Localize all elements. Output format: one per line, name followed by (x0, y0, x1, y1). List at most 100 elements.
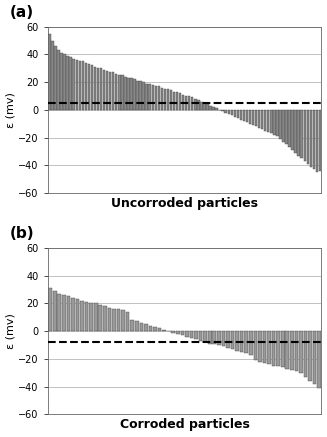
Bar (215, 108, 218, 110)
Bar (153, 327, 157, 331)
Bar (181, 331, 184, 335)
Bar (170, 90, 172, 110)
Bar (158, 86, 160, 110)
Bar (316, 110, 318, 172)
Bar (209, 106, 212, 110)
Bar (258, 331, 262, 361)
Bar (94, 303, 97, 331)
Bar (146, 83, 148, 110)
Bar (73, 59, 75, 110)
Bar (135, 321, 139, 331)
Bar (91, 66, 93, 110)
Bar (100, 68, 102, 110)
Bar (115, 74, 117, 110)
X-axis label: Uncorroded particles: Uncorroded particles (111, 197, 258, 210)
Bar (151, 85, 154, 110)
Bar (264, 110, 267, 131)
Bar (164, 89, 166, 110)
Bar (267, 331, 271, 364)
Bar (221, 110, 224, 111)
Bar (142, 82, 145, 110)
Bar (313, 110, 315, 170)
Bar (294, 110, 297, 153)
Bar (130, 320, 134, 331)
Bar (185, 96, 187, 110)
Bar (66, 56, 69, 110)
Bar (203, 331, 207, 342)
Bar (190, 331, 193, 338)
Bar (78, 61, 81, 110)
Bar (212, 107, 215, 110)
Bar (298, 110, 300, 156)
Y-axis label: ε (mv): ε (mv) (6, 313, 16, 349)
Bar (281, 331, 284, 367)
Bar (109, 73, 112, 110)
Bar (62, 295, 66, 331)
Bar (80, 301, 84, 331)
Bar (117, 309, 120, 331)
Bar (237, 110, 239, 118)
Bar (288, 110, 291, 147)
Bar (285, 110, 288, 145)
Bar (306, 110, 309, 164)
Bar (255, 110, 257, 126)
Bar (48, 288, 52, 331)
Bar (185, 331, 189, 336)
Bar (231, 110, 233, 115)
Bar (176, 331, 180, 334)
Bar (276, 331, 280, 366)
Bar (199, 331, 202, 341)
Bar (244, 331, 248, 353)
Bar (253, 331, 257, 360)
Bar (191, 97, 194, 110)
Bar (127, 78, 129, 110)
Bar (301, 110, 303, 158)
Bar (276, 110, 279, 136)
Bar (290, 331, 294, 370)
Bar (270, 110, 272, 133)
Bar (291, 110, 294, 150)
Bar (258, 110, 260, 128)
Bar (310, 110, 312, 166)
Bar (106, 71, 108, 110)
Text: (b): (b) (9, 226, 34, 241)
Bar (246, 110, 248, 122)
Bar (208, 331, 212, 343)
Bar (233, 110, 236, 117)
Bar (203, 103, 206, 110)
Bar (228, 110, 230, 114)
Bar (112, 73, 114, 110)
Bar (249, 331, 252, 355)
Bar (319, 110, 321, 171)
Bar (124, 76, 127, 110)
Bar (155, 86, 157, 110)
Bar (182, 94, 184, 110)
Bar (224, 110, 227, 113)
Bar (167, 89, 169, 110)
Bar (94, 67, 96, 110)
Bar (140, 323, 143, 331)
Bar (194, 331, 198, 340)
Bar (240, 331, 244, 352)
Bar (282, 110, 285, 142)
Bar (51, 41, 54, 110)
Bar (200, 101, 203, 110)
Bar (149, 326, 152, 331)
Bar (67, 296, 70, 331)
Bar (144, 324, 148, 331)
Bar (194, 99, 197, 110)
Bar (60, 53, 63, 110)
Bar (249, 110, 251, 124)
Bar (273, 110, 276, 135)
Bar (48, 34, 51, 110)
Bar (54, 46, 57, 110)
Bar (158, 328, 162, 331)
Bar (85, 63, 87, 110)
Bar (279, 110, 282, 139)
Bar (108, 308, 111, 331)
Bar (179, 93, 181, 110)
Bar (317, 331, 321, 388)
Bar (213, 331, 216, 343)
Bar (76, 299, 79, 331)
Bar (308, 331, 312, 381)
